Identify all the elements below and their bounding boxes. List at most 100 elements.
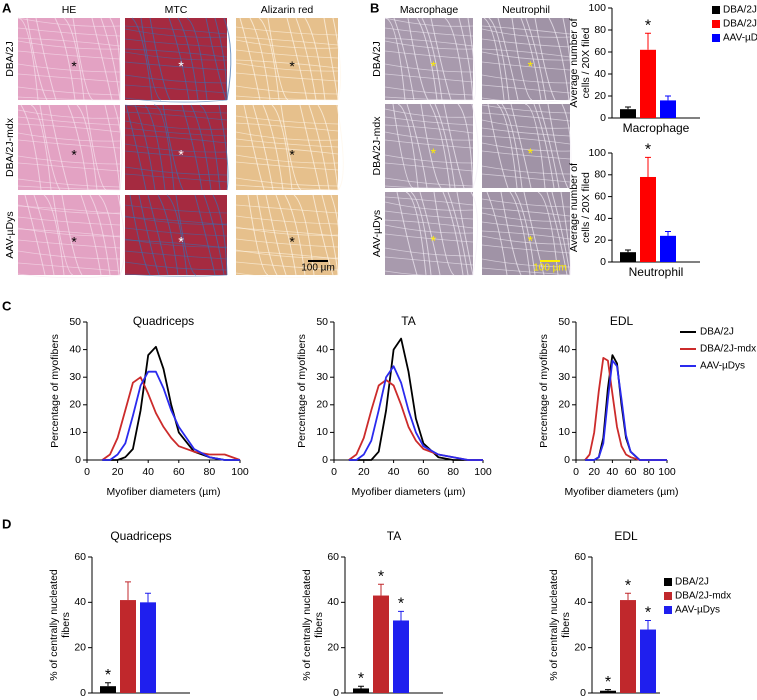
chart-title: Quadriceps <box>133 314 194 328</box>
x-tick-label: 0 <box>84 466 90 478</box>
chart-title: EDL <box>614 529 638 543</box>
tissue-texture <box>190 104 212 191</box>
tissue-texture <box>481 142 571 152</box>
tissue-texture <box>48 104 70 191</box>
tissue-texture <box>52 194 74 276</box>
tissue-texture <box>457 103 474 189</box>
bar <box>140 602 156 693</box>
error-bar <box>645 156 651 177</box>
tissue-texture <box>481 61 571 71</box>
tissue-texture <box>481 74 571 84</box>
tissue-texture <box>384 17 474 27</box>
tissue-texture <box>467 17 477 101</box>
tissue-texture <box>235 261 339 271</box>
tissue-texture <box>396 191 418 276</box>
asterisk: * <box>71 147 77 163</box>
legend-label: AAV-µDys <box>723 33 757 44</box>
y-axis-label: % of centrally nucleated <box>48 569 60 681</box>
tissue-texture <box>235 227 339 237</box>
tissue-texture <box>235 59 339 69</box>
y-tick-label: 30 <box>316 371 328 383</box>
tissue-texture <box>235 161 339 171</box>
tissue-texture <box>124 51 228 61</box>
legend-label: DBA/2J <box>675 577 709 588</box>
error-bar <box>378 583 384 596</box>
tissue-texture <box>33 194 55 276</box>
y-tick-label: 20 <box>594 90 606 102</box>
asterisk: * <box>178 58 184 74</box>
tissue-texture <box>262 104 284 191</box>
tissue-texture <box>267 17 289 101</box>
column-header: Macrophage <box>400 4 459 16</box>
tissue-texture <box>332 17 342 101</box>
tissue-texture <box>256 194 278 276</box>
legend-swatch <box>712 6 720 14</box>
bar <box>120 600 136 693</box>
tissue-texture <box>481 150 571 160</box>
tissue-texture <box>91 17 113 101</box>
tissue-texture <box>384 73 474 83</box>
tissue-texture <box>392 103 414 189</box>
tissue-texture <box>304 17 326 101</box>
tissue-texture <box>72 17 94 101</box>
asterisk: * <box>178 234 184 250</box>
panel-label: B <box>370 0 379 15</box>
tissue-texture <box>157 194 179 276</box>
tissue-texture <box>124 134 228 144</box>
tissue-texture <box>384 196 474 206</box>
asterisk: * <box>178 147 184 163</box>
tissue-texture <box>384 177 474 187</box>
tissue-texture <box>384 247 474 257</box>
line-series <box>585 359 667 461</box>
asterisk: * <box>431 233 437 249</box>
y-tick-label: 0 <box>80 687 86 699</box>
y-tick-label: 0 <box>600 256 606 268</box>
y-tick-label: 20 <box>574 641 586 653</box>
tissue-texture <box>265 194 287 276</box>
tissue-texture <box>560 191 572 276</box>
x-axis-label: Myofiber diameters (µm) <box>107 486 221 498</box>
tissue-texture <box>235 250 339 260</box>
tissue-texture <box>308 104 330 191</box>
panel-label: C <box>2 298 12 313</box>
tissue-texture <box>481 165 571 175</box>
tissue-texture <box>483 17 505 101</box>
y-tick-label: 20 <box>558 399 570 411</box>
tissue-texture <box>162 104 184 191</box>
error-bar <box>665 230 671 236</box>
tissue-texture <box>235 215 339 225</box>
tissue-texture <box>17 216 121 226</box>
micrograph <box>125 18 227 100</box>
legend-label: AAV-µDys <box>700 361 745 372</box>
tissue-texture <box>456 191 474 276</box>
error-bar <box>645 32 651 50</box>
tissue-texture <box>235 62 339 72</box>
bar <box>640 49 656 118</box>
tissue-texture <box>384 233 474 243</box>
tissue-texture <box>30 104 52 191</box>
tissue-texture <box>39 104 61 191</box>
tissue-texture <box>562 17 572 101</box>
x-tick-label: 80 <box>643 466 655 478</box>
y-axis-label: Percentage of myofibers <box>538 334 550 448</box>
tissue-texture <box>54 17 76 101</box>
bar <box>660 100 676 118</box>
y-tick-label: 0 <box>75 454 81 466</box>
y-tick-label: 0 <box>564 454 570 466</box>
legend-swatch <box>664 578 672 586</box>
tissue-texture <box>124 273 228 277</box>
significance-marker: * <box>645 142 651 159</box>
x-tick-label: 80 <box>204 466 216 478</box>
error-bar <box>605 689 611 691</box>
tissue-texture <box>17 37 121 47</box>
y-tick-label: 40 <box>69 343 81 355</box>
row-label: DBA/2J <box>4 41 16 77</box>
y-tick-label: 40 <box>594 212 606 224</box>
tissue-texture <box>235 177 339 187</box>
tissue-texture <box>397 103 419 189</box>
tissue-texture <box>384 116 474 126</box>
x-tick-label: 80 <box>447 466 459 478</box>
tissue-texture <box>124 25 228 35</box>
y-tick-label: 60 <box>594 190 606 202</box>
error-bar <box>625 106 631 110</box>
